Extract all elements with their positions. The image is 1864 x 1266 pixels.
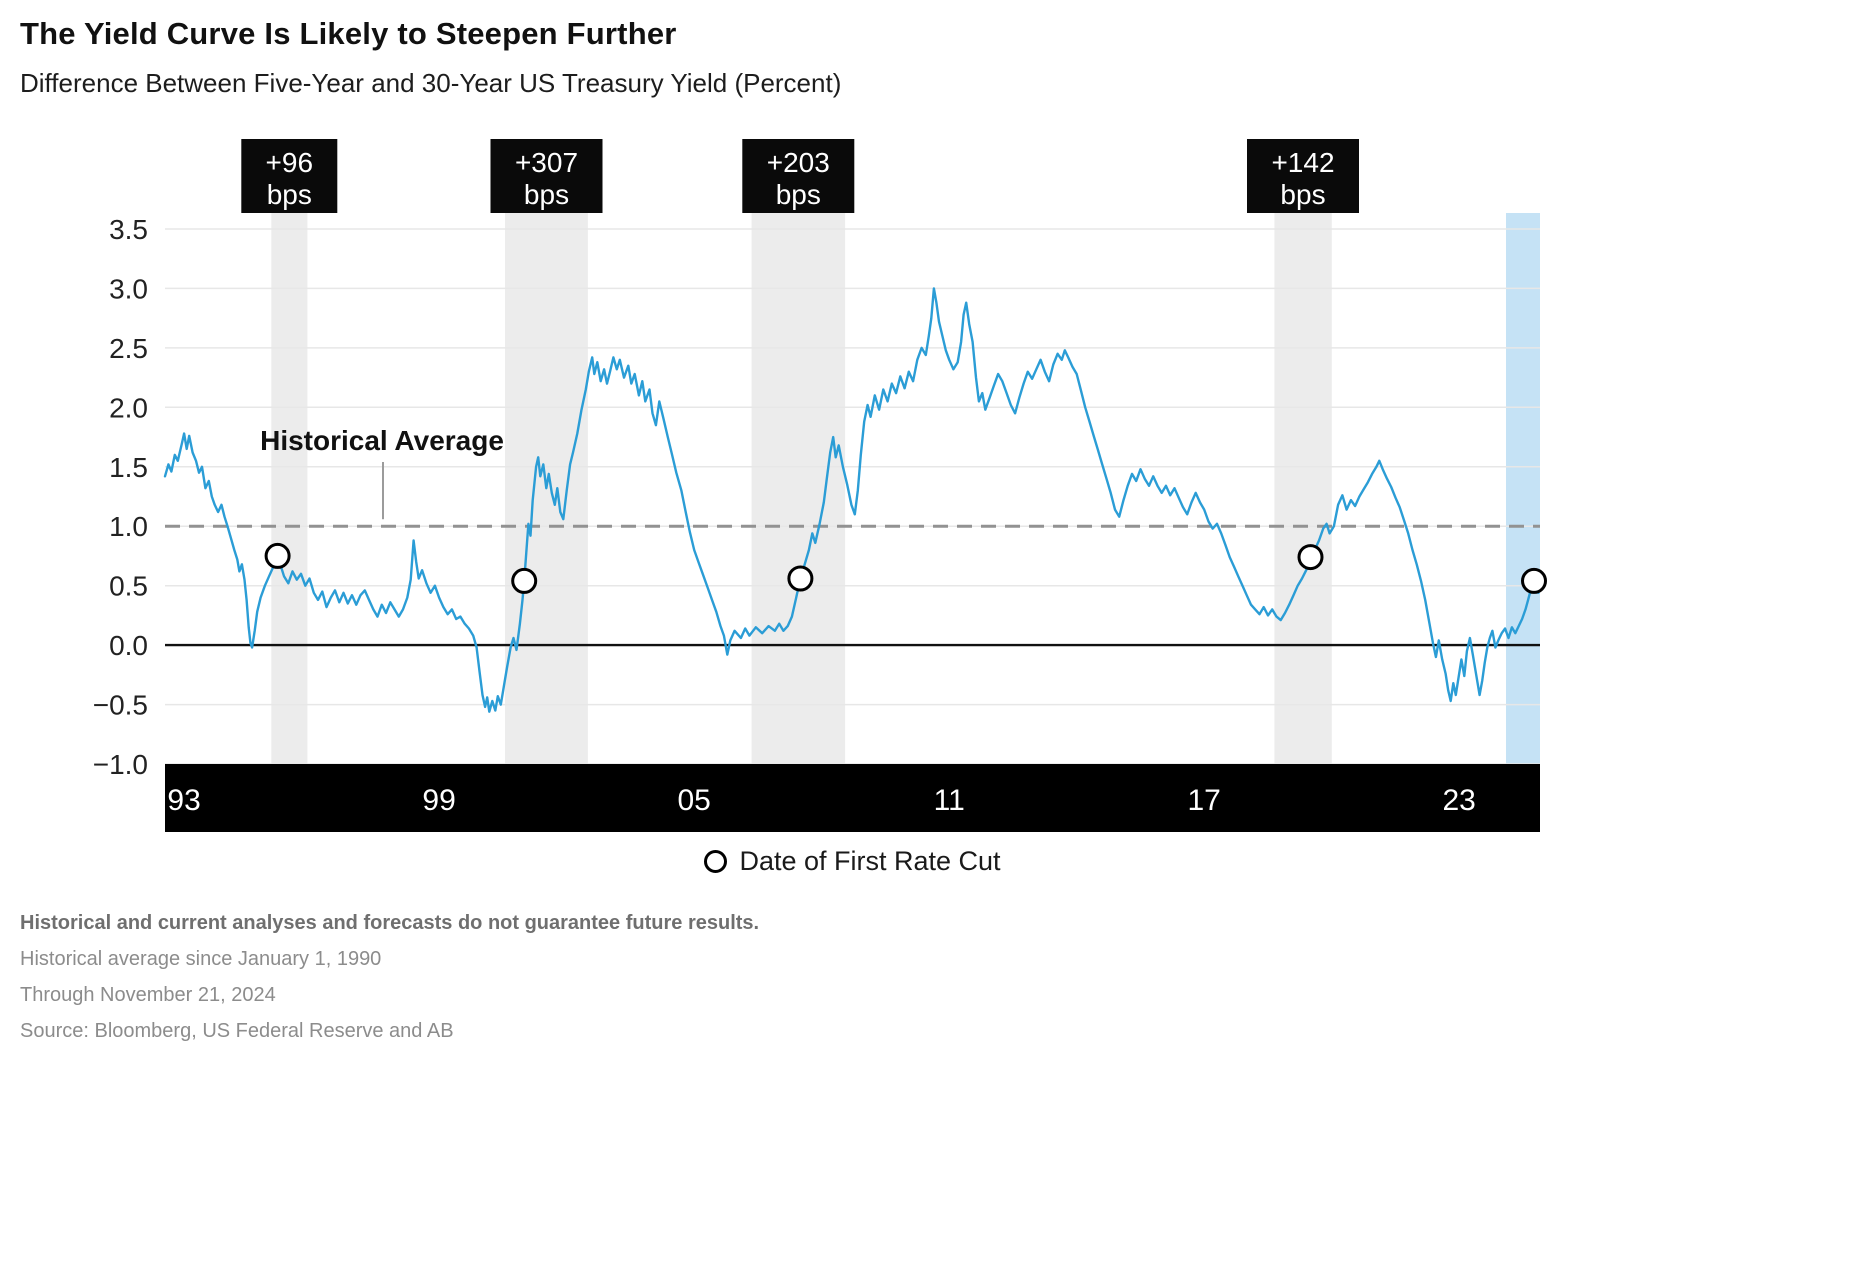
bps-label-unit: bps (524, 179, 569, 210)
bps-label-box (241, 139, 338, 213)
page-title: The Yield Curve Is Likely to Steepen Fur… (20, 16, 677, 51)
x-tick-label: 05 (678, 784, 711, 817)
y-tick-label: 0.5 (109, 571, 148, 602)
x-tick-label: 93 (167, 784, 200, 817)
bps-label-unit: bps (1280, 179, 1325, 210)
x-tick-label: 11 (934, 784, 965, 817)
bps-label-unit: bps (267, 179, 312, 210)
y-tick-label: 3.0 (109, 273, 148, 304)
y-tick-label: 1.0 (109, 511, 148, 542)
x-tick-label: 17 (1188, 784, 1221, 817)
y-tick-label: 2.0 (109, 392, 148, 423)
bps-label-box (490, 139, 603, 213)
x-tick-label: 23 (1443, 784, 1476, 817)
first-rate-cut-marker (787, 565, 814, 592)
bps-label-value: +307 (515, 147, 578, 178)
spread-line (163, 287, 1540, 713)
source-note: Source: Bloomberg, US Federal Reserve an… (20, 1020, 454, 1042)
y-tick-label: 1.5 (109, 452, 148, 483)
first-rate-cut-marker (511, 567, 538, 594)
historical-average-label: Historical Average (260, 425, 504, 456)
first-rate-cut-legend-icon (704, 850, 728, 873)
easing-cycle-band (271, 213, 308, 764)
chart-legend: Date of First Rate Cut (165, 846, 1540, 877)
x-axis-band (165, 764, 1540, 832)
footnotes: Historical and current analyses and fore… (20, 912, 759, 1056)
first-rate-cut-marker (264, 542, 291, 569)
bps-label-value: +142 (1271, 147, 1334, 178)
x-tick-label: 99 (422, 784, 455, 817)
bps-label-unit: bps (776, 179, 821, 210)
bps-label-value: +203 (767, 147, 830, 178)
y-tick-label: 3.5 (109, 214, 148, 245)
y-tick-label: 2.5 (109, 333, 148, 364)
easing-cycle-band (751, 213, 846, 764)
current-cycle-band (1506, 213, 1540, 764)
easing-cycle-band (1274, 213, 1332, 764)
bps-label-box (742, 139, 855, 213)
bps-label-box (1247, 139, 1359, 213)
y-tick-label: −1.0 (93, 749, 148, 780)
first-rate-cut-marker (1297, 544, 1324, 571)
legend-label: Date of First Rate Cut (739, 846, 1001, 876)
disclaimer-text: Historical and current analyses and fore… (20, 912, 760, 934)
bps-label-value: +96 (266, 147, 314, 178)
historical-average-note: Historical average since January 1, 1990 (20, 948, 382, 970)
y-tick-label: 0.0 (109, 630, 148, 661)
first-rate-cut-marker (1521, 567, 1547, 594)
y-tick-label: −0.5 (93, 690, 148, 721)
through-date-note: Through November 21, 2024 (20, 984, 276, 1006)
chart-subtitle: Difference Between Five-Year and 30-Year… (20, 68, 842, 98)
